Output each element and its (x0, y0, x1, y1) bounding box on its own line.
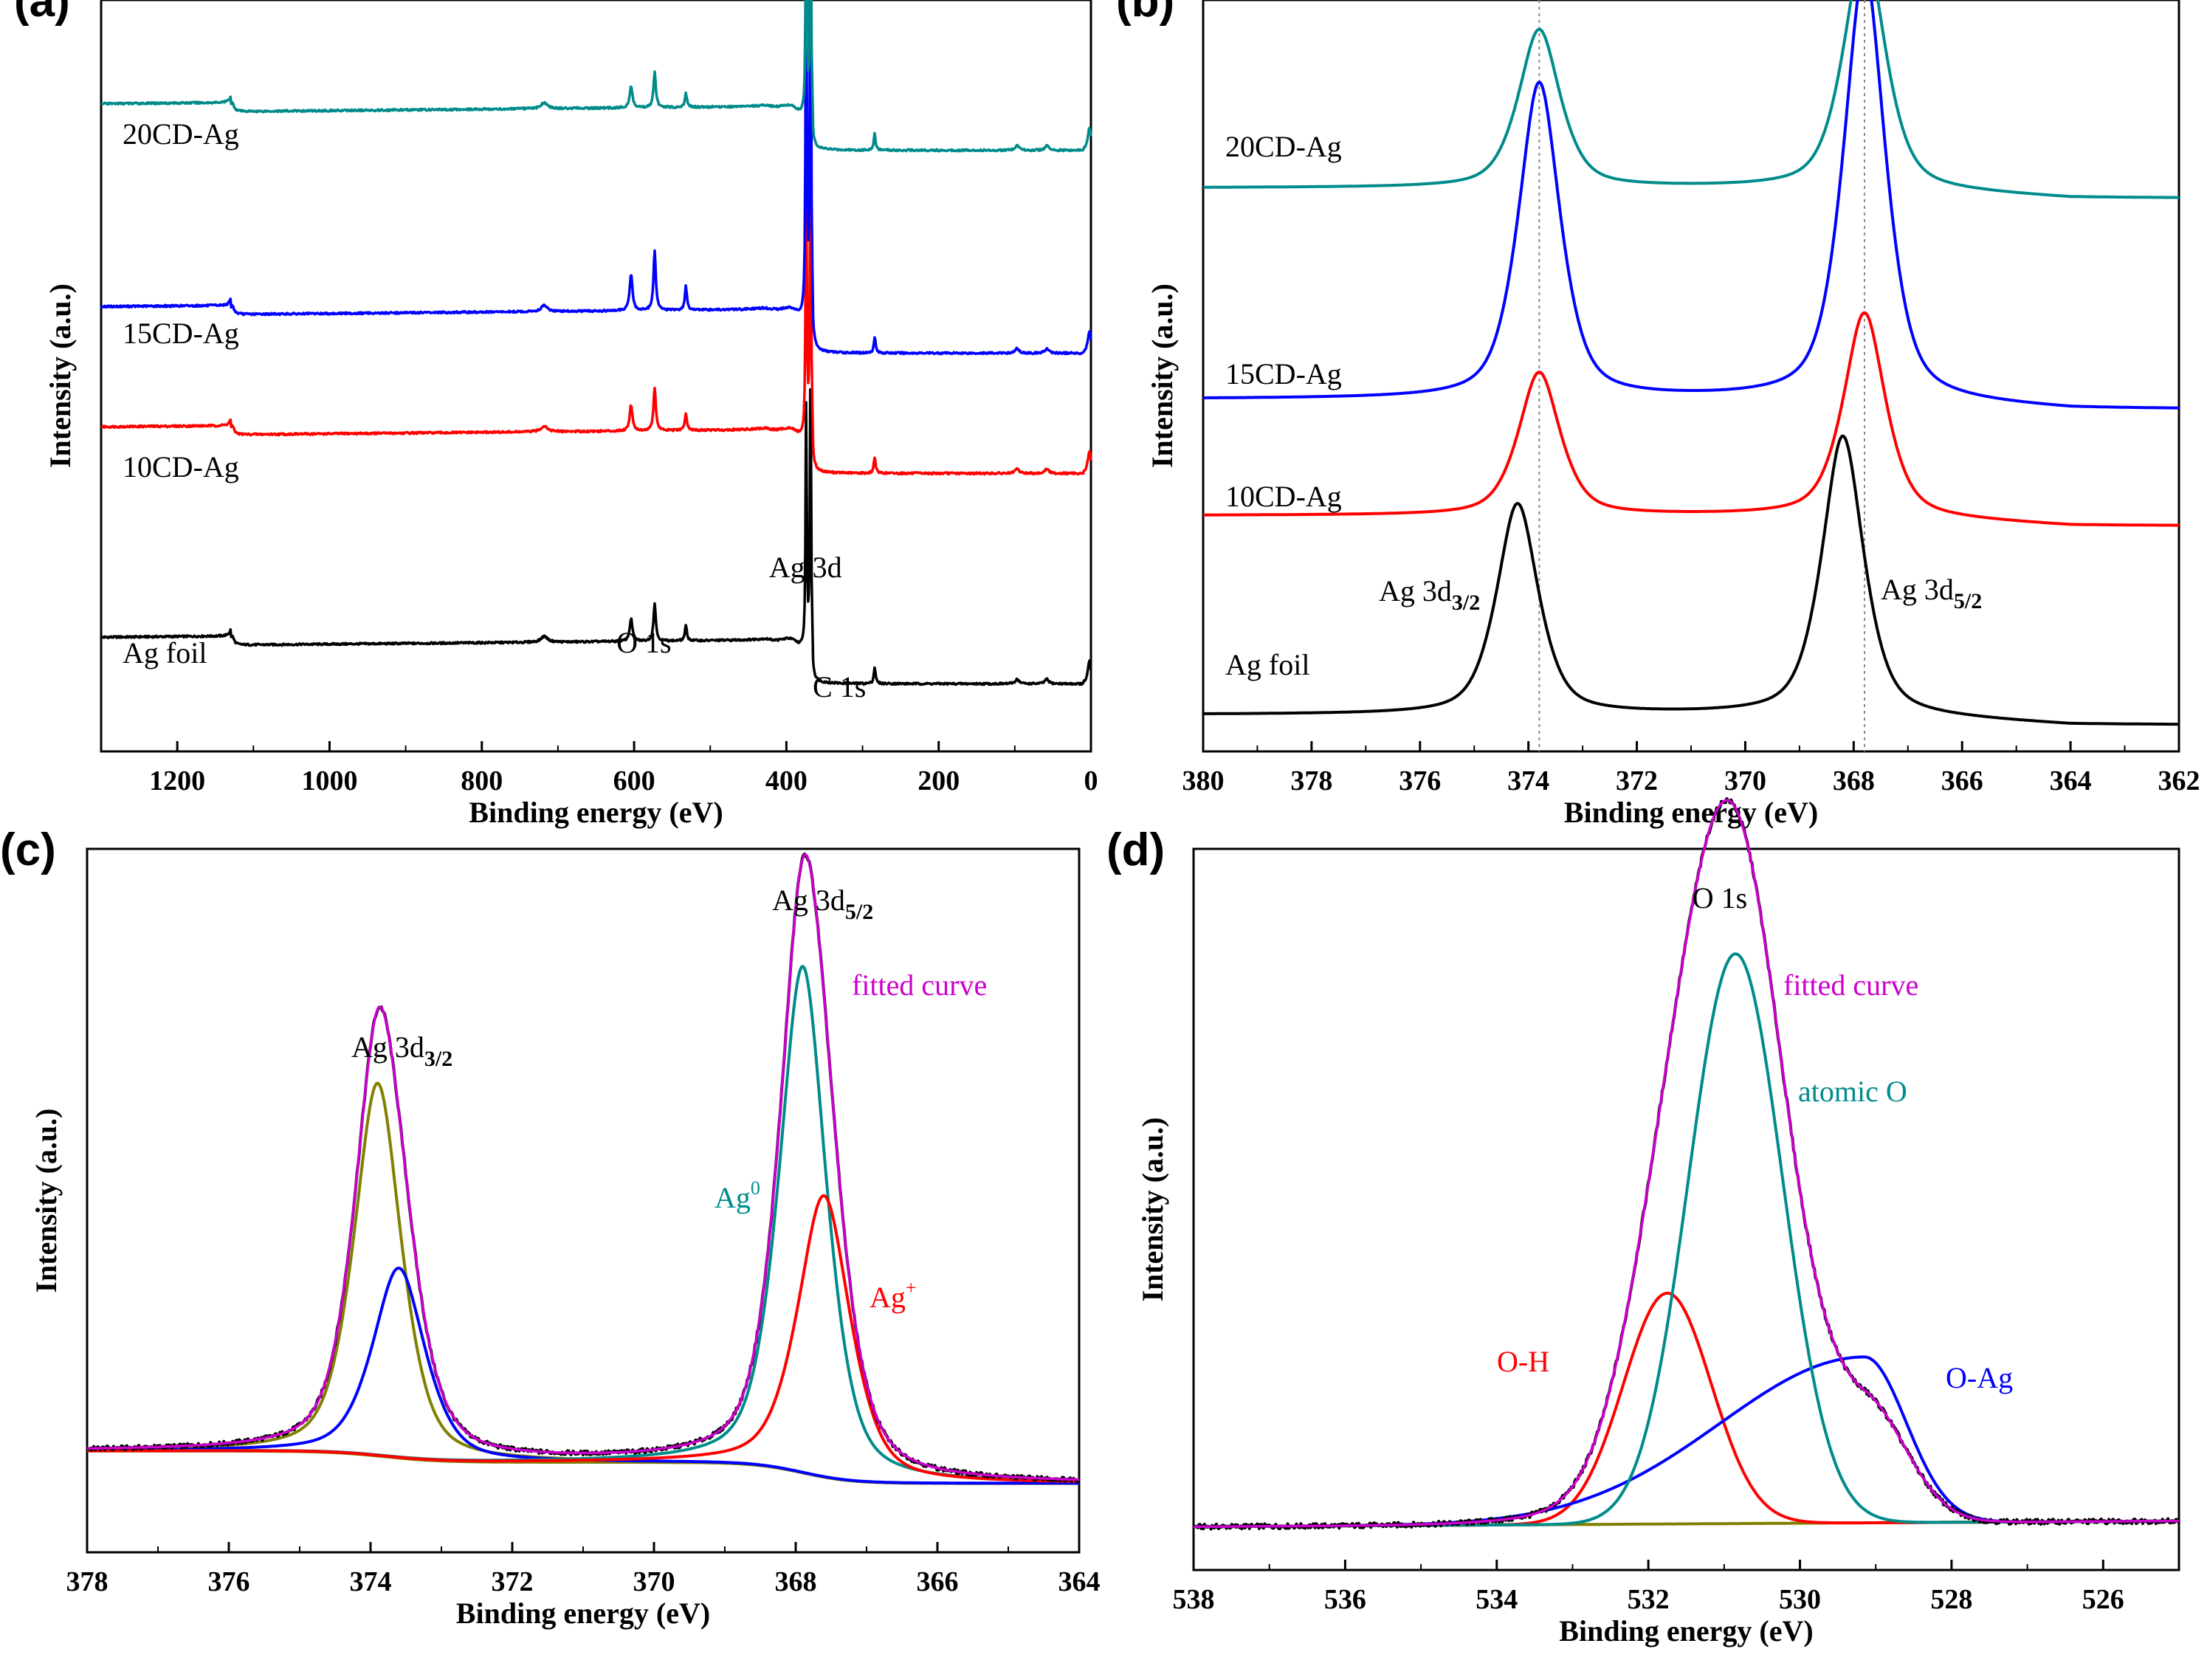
x-tick-label: 378 (66, 1566, 109, 1597)
panel-label: (c) (0, 824, 56, 875)
series-label: Ag foil (123, 636, 207, 669)
raw-data (86, 853, 1081, 1484)
plot-frame (1202, 0, 2180, 753)
annotation-ag3d32: Ag 3d3/2 (351, 1030, 452, 1071)
x-tick-label: 534 (1476, 1584, 1518, 1615)
y-axis-title: Intensity (a.u.) (44, 283, 77, 468)
panel-a: 1200 1000 800 600 400 200 0 Binding energy (eV)… (14, 0, 1098, 829)
series-line (1202, 0, 2180, 199)
x-tick-label: 528 (1930, 1584, 1972, 1615)
panel-b: 380 378 376 374 372 370 368 366 364 362 Binding en… (1116, 0, 2200, 829)
annotation-ag3d52: Ag 3d5/2 (772, 884, 873, 924)
series-line (100, 0, 1092, 356)
x-tick-label: 400 (765, 765, 808, 796)
series-label: 10CD-Ag (1225, 480, 1342, 513)
panel-c: 378 376 374 372 370 368 366 364 Binding energy (… (0, 824, 1101, 1630)
x-tick-label: 378 (1290, 765, 1332, 796)
series-label: 20CD-Ag (123, 117, 239, 151)
x-tick-label: 200 (917, 765, 960, 796)
x-tick-label: 532 (1628, 1584, 1670, 1615)
x-tick-label: 362 (2158, 765, 2200, 796)
panel-label: (b) (1116, 0, 1174, 27)
series-line (100, 0, 1092, 153)
annotation-oag: O-Ag (1946, 1361, 2013, 1394)
x-tick-label: 376 (1399, 765, 1441, 796)
series-line (100, 388, 1092, 686)
annotation-ag3d: Ag 3d (769, 551, 842, 584)
x-tick-label: 370 (1724, 765, 1766, 796)
fitted-curve (1193, 799, 2180, 1529)
x-axis-title: Binding energy (eV) (1559, 1614, 1813, 1648)
x-tick-label: 530 (1779, 1584, 1821, 1615)
annotation-o1s: O 1s (616, 626, 671, 659)
series-label: Ag foil (1225, 648, 1309, 681)
x-tick-label: 376 (208, 1566, 250, 1597)
y-axis-title: Intensity (a.u.) (1146, 283, 1179, 468)
annotation-atomic-o: atomic O (1798, 1075, 1907, 1108)
annotation-ag3d52: Ag 3d5/2 (1881, 573, 1982, 613)
x-tick-label: 370 (633, 1566, 675, 1597)
x-tick-label: 374 (350, 1566, 392, 1597)
panel-label: (a) (14, 0, 70, 27)
series-line (1202, 434, 2180, 726)
component-ag0 (86, 965, 1080, 1483)
y-axis-title: Intensity (a.u.) (1136, 1117, 1169, 1301)
x-axis-title: Binding energy (eV) (1564, 796, 1818, 829)
series-line (100, 139, 1092, 476)
x-tick-label: 800 (461, 765, 503, 796)
x-axis-title: Binding energy (eV) (469, 796, 723, 829)
annotation-ag3d32: Ag 3d3/2 (1379, 574, 1480, 615)
x-tick-label: 1000 (301, 765, 357, 796)
x-tick-label: 364 (1058, 1566, 1101, 1597)
series-line (1202, 0, 2180, 410)
x-tick-label: 526 (2082, 1584, 2124, 1615)
series-label: 10CD-Ag (123, 450, 239, 483)
x-tick-label: 538 (1173, 1584, 1215, 1615)
annotation-ag0: Ag0 (715, 1177, 760, 1214)
x-tick-label: 380 (1182, 765, 1225, 796)
series-label: 15CD-Ag (123, 317, 239, 350)
x-axis-title: Binding energy (eV) (456, 1597, 710, 1630)
annotation-fitted: fitted curve (1783, 968, 1918, 1002)
plot-frame (100, 0, 1092, 753)
component-oh (1193, 1292, 2180, 1529)
panel-label: (d) (1106, 824, 1165, 875)
annotation-fitted: fitted curve (852, 968, 987, 1002)
plot-frame (1192, 847, 2180, 1571)
annotation-o1s: O 1s (1693, 881, 1747, 915)
annotation-agplus: Ag+ (870, 1277, 917, 1314)
x-tick-label: 368 (775, 1566, 817, 1597)
series-line (1202, 311, 2180, 527)
x-tick-label: 366 (917, 1566, 959, 1597)
x-tick-label: 364 (2050, 765, 2092, 796)
x-tick-label: 372 (1616, 765, 1658, 796)
x-tick-label: 1200 (149, 765, 205, 796)
component-ag0-3d32 (86, 1081, 1080, 1485)
x-tick-label: 0 (1084, 765, 1098, 796)
component-atomic-o (1193, 952, 2180, 1529)
series-label: 20CD-Ag (1225, 130, 1342, 163)
y-axis-title: Intensity (a.u.) (30, 1108, 63, 1292)
x-tick-label: 372 (492, 1566, 534, 1597)
component-oag (1193, 1355, 2180, 1529)
component-agplus (86, 1194, 1080, 1483)
x-tick-label: 366 (1941, 765, 1983, 796)
raw-data (1192, 797, 2180, 1531)
annotation-oh: O-H (1497, 1345, 1549, 1378)
annotation-c1s: C 1s (813, 670, 866, 703)
x-tick-label: 536 (1324, 1584, 1366, 1615)
panel-d: 538 536 534 532 530 528 526 Binding energy (eV)… (1106, 797, 2180, 1648)
x-tick-label: 600 (613, 765, 655, 796)
series-label: 15CD-Ag (1225, 357, 1342, 390)
x-tick-label: 374 (1507, 765, 1549, 796)
x-tick-label: 368 (1833, 765, 1875, 796)
fitted-curve (86, 853, 1080, 1481)
